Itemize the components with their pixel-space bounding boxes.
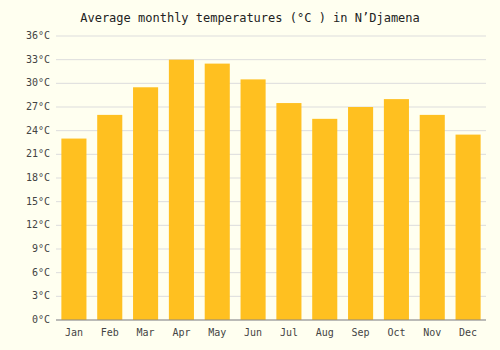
background <box>0 0 500 350</box>
grid-line <box>56 83 486 84</box>
y-tick-label: 30°C <box>26 77 50 88</box>
bar <box>384 99 409 320</box>
y-tick-label: 6°C <box>32 267 50 278</box>
x-tick-label: Mar <box>137 327 155 338</box>
x-tick-label: Sep <box>352 327 370 338</box>
x-tick-label: Jan <box>65 327 83 338</box>
y-tick-label: 33°C <box>26 54 50 65</box>
title: Average monthly temperatures (°C ) in N’… <box>80 11 420 25</box>
y-tick-label: 0°C <box>32 314 50 325</box>
y-tick-label: 36°C <box>26 30 50 41</box>
grid <box>56 36 486 320</box>
bar <box>276 103 301 320</box>
y-tick-label: 21°C <box>26 148 50 159</box>
bar <box>456 135 481 320</box>
x-tick-label: Jul <box>280 327 298 338</box>
grid-line <box>56 320 486 321</box>
bar <box>61 139 86 320</box>
y-tick-label: 3°C <box>32 290 50 301</box>
grid-line <box>56 36 486 37</box>
y-tick-label: 12°C <box>26 219 50 230</box>
x-tick-label: Feb <box>101 327 119 338</box>
bar <box>348 107 373 320</box>
x-tick-label: Apr <box>172 327 190 338</box>
x-tick-label: Dec <box>459 327 477 338</box>
y-tick-label: 27°C <box>26 101 50 112</box>
bar <box>205 64 230 320</box>
bar <box>169 60 194 320</box>
y-tick-label: 9°C <box>32 243 50 254</box>
x-tick-label: Nov <box>423 327 441 338</box>
y-tick-label: 24°C <box>26 125 50 136</box>
y-tick-label: 15°C <box>26 196 50 207</box>
x-tick-label: Jun <box>244 327 262 338</box>
bars <box>61 60 480 320</box>
bar <box>312 119 337 320</box>
grid-line <box>56 107 486 108</box>
x-axis: Jan Feb Mar Apr May Jun Jul Aug Sep Oct Nov Dec <box>56 320 486 338</box>
x-tick-label: Aug <box>316 327 334 338</box>
bar <box>241 79 266 320</box>
bar <box>420 115 445 320</box>
y-axis: 0°C 3°C 6°C 9°C 12°C 15°C 18°C 21°C 24°C 27°C 30°C… <box>26 30 50 325</box>
chart: 0°C 3°C 6°C 9°C 12°C 15°C 18°C 21°C 24°C 27°C 30°C… <box>0 0 500 350</box>
bar <box>97 115 122 320</box>
x-tick-label: Oct <box>387 327 405 338</box>
x-axis-line <box>56 320 486 321</box>
y-tick-label: 18°C <box>26 172 50 183</box>
x-tick-label: May <box>208 327 226 338</box>
grid-line <box>56 59 486 60</box>
bar <box>133 87 158 320</box>
